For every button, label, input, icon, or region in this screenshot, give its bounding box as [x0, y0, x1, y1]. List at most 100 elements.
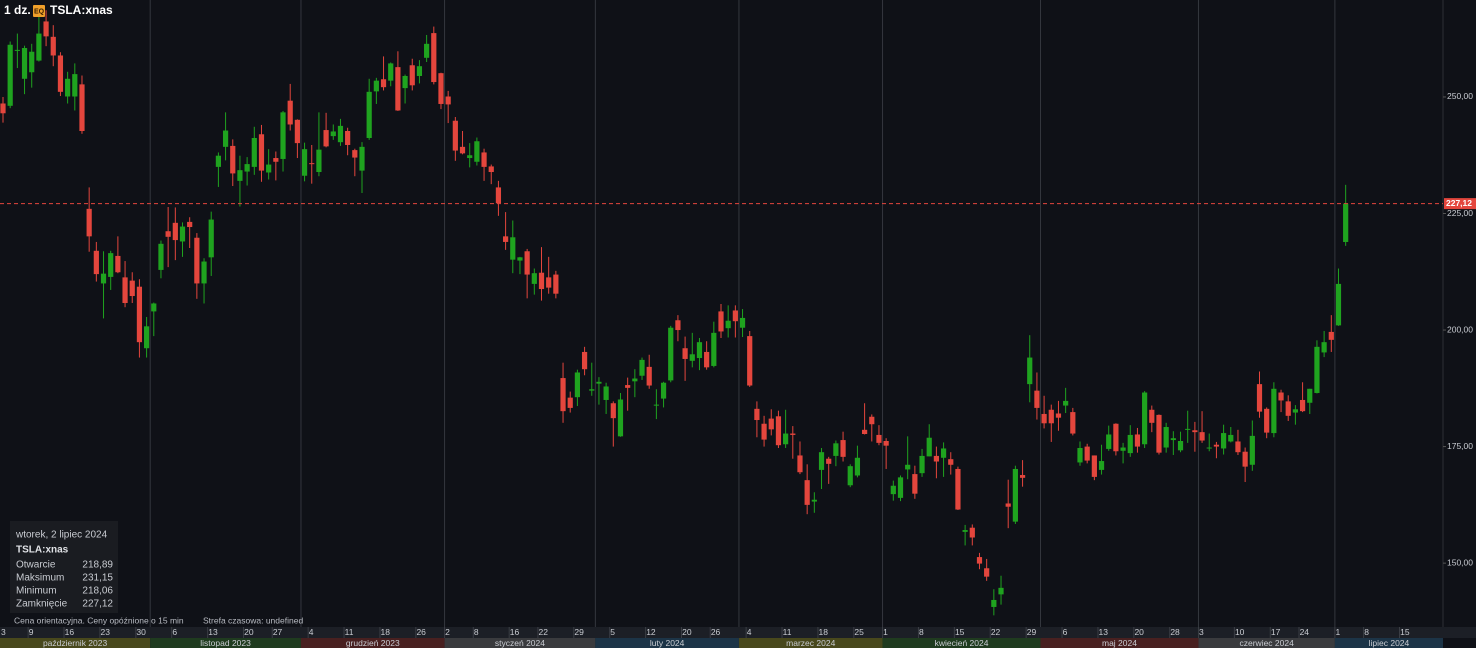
candle-body: [1271, 388, 1277, 434]
candle-body: [93, 250, 99, 275]
candle-body: [65, 78, 71, 97]
x-tick-label: 5: [610, 627, 615, 637]
candle-body: [1134, 434, 1141, 447]
candle-body: [574, 372, 580, 398]
y-axis-bg: [1443, 0, 1476, 627]
candle-body: [1285, 401, 1291, 416]
candle-body: [1142, 392, 1148, 445]
candle-body: [560, 378, 566, 412]
candle-body: [0, 103, 6, 114]
info-date: wtorek, 2 lipiec 2024: [15, 530, 108, 541]
candle-body: [380, 79, 387, 88]
candle-body: [144, 326, 150, 349]
x-tick-label: 11: [783, 627, 792, 637]
x-tick-label: 13: [208, 627, 218, 637]
candle-body: [926, 437, 932, 457]
candle-body: [869, 416, 875, 425]
candle-body: [1156, 414, 1162, 453]
y-tick-label: 150,00: [1447, 557, 1473, 567]
symbol: TSLA:xnas: [50, 3, 113, 17]
candle-body: [136, 286, 143, 343]
month-band: [595, 638, 739, 648]
candle-body: [1034, 390, 1040, 408]
month-label: grudzień 2023: [346, 638, 400, 648]
candle-body: [589, 389, 595, 391]
candle-body: [438, 73, 444, 104]
candle-body: [280, 112, 286, 159]
x-tick-label: 8: [1364, 627, 1369, 637]
candle-body: [1228, 434, 1234, 442]
candle-body: [689, 354, 695, 361]
y-tick-label: 225,00: [1447, 208, 1473, 218]
candle-body: [467, 155, 473, 159]
candle-body: [1063, 400, 1069, 406]
candle-body: [57, 55, 64, 92]
candle-body: [1005, 503, 1011, 507]
badge: EQ: [34, 8, 45, 15]
footer-note: Cena orientacyjna. Ceny opóźnione o 15 m…: [14, 615, 184, 625]
candle-body: [1278, 392, 1284, 401]
last-price-tag: [1444, 198, 1476, 210]
candle-body: [337, 125, 344, 143]
candle-body: [862, 429, 868, 435]
interval: 1 dz.: [4, 3, 31, 17]
candle-body: [1213, 444, 1220, 447]
month-band: [882, 638, 1041, 648]
month-band: [150, 638, 301, 648]
candle-body: [488, 166, 494, 173]
x-tick-label: 1: [1335, 627, 1340, 637]
month-label: marzec 2024: [786, 638, 835, 648]
candle-body: [553, 274, 559, 294]
candle-body: [208, 219, 214, 258]
candle-body: [948, 459, 954, 465]
candle-body: [517, 257, 523, 261]
candle-body: [818, 452, 825, 470]
candle-body: [1264, 408, 1270, 433]
candle-body: [273, 158, 279, 162]
last-price-label: 227,12: [1446, 198, 1472, 208]
x-tick-label: 16: [65, 627, 75, 637]
candle-body: [172, 222, 178, 241]
candle-body: [1221, 433, 1227, 449]
candle-body: [1041, 413, 1047, 424]
candle-body: [711, 332, 717, 366]
month-band: [444, 638, 596, 648]
candle-body: [301, 149, 308, 176]
info-rows: Otwarcie 218,89 Maksimum 231,15 Minimum 218,0…: [16, 560, 113, 610]
x-tick-label: 11: [345, 627, 354, 637]
candle-body: [581, 351, 588, 370]
x-tick-label: 6: [172, 627, 177, 637]
candle-body: [546, 277, 552, 288]
candle-body: [797, 455, 803, 473]
candle-body: [1012, 468, 1018, 522]
candle-body: [395, 67, 401, 111]
candle-body: [833, 443, 839, 456]
candle-body: [847, 466, 853, 486]
x-tick-label: 3: [1199, 627, 1204, 637]
candle-body: [1199, 432, 1205, 441]
month-band: [1040, 638, 1199, 648]
x-tick-label: 1: [883, 627, 888, 637]
candle-body: [897, 477, 904, 498]
x-tick-label: 4: [309, 627, 314, 637]
y-tick-label: 200,00: [1447, 324, 1473, 334]
info-value: 218,06: [82, 586, 113, 597]
candle-body: [29, 51, 35, 73]
candle-body: [194, 237, 200, 284]
x-tick-label: 15: [955, 627, 965, 637]
info-label: Otwarcie: [16, 560, 56, 571]
candle-body: [668, 327, 674, 381]
candle-body: [1185, 428, 1191, 430]
candle-body: [366, 91, 372, 138]
candle-body: [1149, 409, 1155, 423]
candle-body: [998, 587, 1004, 595]
candle-body: [1328, 331, 1334, 340]
candle-body: [122, 277, 128, 304]
candle-body: [50, 36, 56, 56]
info-value: 227,12: [82, 599, 113, 610]
x-tick-label: 20: [682, 627, 692, 637]
candle-body: [739, 317, 746, 328]
candle-body: [962, 530, 968, 532]
info-symbol: TSLA:xnas: [16, 545, 69, 556]
candle-body: [1235, 441, 1241, 453]
